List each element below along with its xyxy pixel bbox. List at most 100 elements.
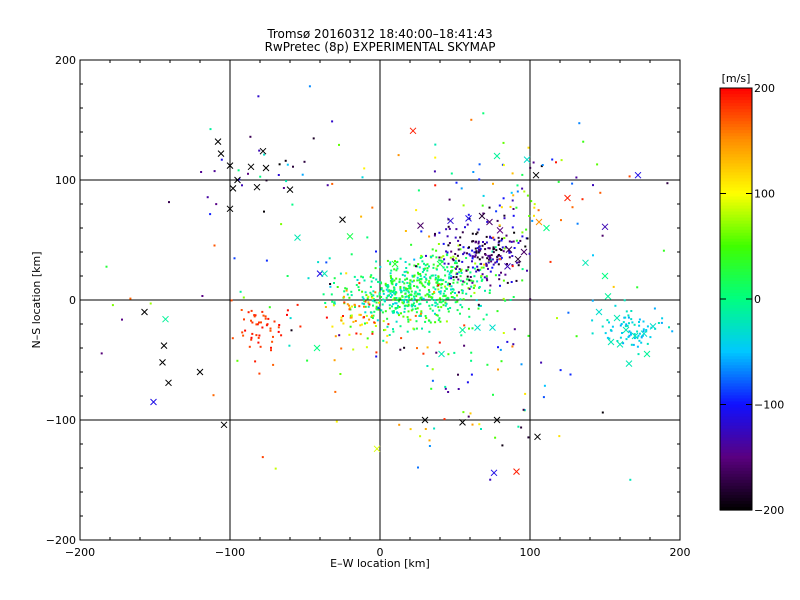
data-point-dot xyxy=(525,228,528,231)
data-point-dot xyxy=(371,296,374,299)
data-point-dot xyxy=(461,231,464,234)
data-point-dot xyxy=(487,247,490,250)
data-point-dot xyxy=(616,340,619,342)
data-point-dot xyxy=(508,240,511,243)
data-point-dot xyxy=(269,329,272,332)
data-point-dot xyxy=(377,307,380,310)
colorbar-segment xyxy=(720,425,752,430)
data-point-dot xyxy=(489,235,492,238)
data-point-dot xyxy=(468,315,471,318)
data-point-dot xyxy=(400,312,402,315)
data-point-dot xyxy=(418,293,421,296)
data-point-dot xyxy=(435,351,438,354)
data-point-dot xyxy=(382,339,385,342)
data-point-dot xyxy=(463,324,466,327)
data-point-dot xyxy=(424,428,427,430)
data-point-dot xyxy=(465,257,468,259)
data-point-dot xyxy=(502,250,505,253)
colorbar-segment xyxy=(720,455,752,460)
scatter-points xyxy=(100,85,674,481)
data-point-dot xyxy=(445,287,448,290)
data-point-dot xyxy=(369,275,372,278)
data-point-dot xyxy=(442,266,445,269)
data-point-cross xyxy=(214,138,222,145)
data-point-dot xyxy=(329,283,332,285)
data-point-dot xyxy=(471,249,474,252)
data-point-dot xyxy=(450,277,453,280)
data-point-dot xyxy=(415,300,418,303)
data-point-dot xyxy=(492,248,495,251)
data-point-dot xyxy=(471,257,474,260)
data-point-dot xyxy=(522,408,525,411)
data-point-dot xyxy=(508,251,511,254)
colorbar-segment xyxy=(720,461,752,466)
data-point-dot xyxy=(426,263,429,266)
data-point-dot xyxy=(624,325,627,328)
data-point-dot xyxy=(501,246,504,249)
x-tick-label: −200 xyxy=(65,546,95,559)
data-point-dot xyxy=(280,223,283,226)
data-point-dot xyxy=(492,182,494,185)
data-point-dot xyxy=(488,292,491,294)
colorbar-segment xyxy=(720,130,752,134)
colorbar-segment xyxy=(720,253,752,258)
data-point-dot xyxy=(421,327,423,330)
data-point-dot xyxy=(479,304,482,307)
data-point-dot xyxy=(380,287,383,290)
data-point-dot xyxy=(306,359,309,362)
data-point-dot xyxy=(662,249,665,252)
data-point-dot xyxy=(377,280,379,283)
data-point-dot xyxy=(455,276,458,279)
data-point-dot xyxy=(372,298,375,300)
data-point-dot xyxy=(503,217,506,220)
data-point-dot xyxy=(399,286,402,288)
data-point-dot xyxy=(447,307,450,310)
data-point-dot xyxy=(459,303,462,306)
colorbar-segment xyxy=(720,497,752,502)
data-point-dot xyxy=(609,329,612,332)
data-point-dot xyxy=(448,242,451,244)
colorbar-segment xyxy=(720,181,752,186)
data-point-dot xyxy=(440,283,443,286)
data-point-dot xyxy=(496,310,499,313)
data-point-dot xyxy=(571,206,574,209)
data-point-dot xyxy=(479,268,482,271)
data-point-dot xyxy=(435,249,438,252)
data-point-dot xyxy=(481,244,484,247)
data-point-dot xyxy=(409,318,412,321)
data-point-dot xyxy=(436,314,439,317)
data-point-dot xyxy=(510,191,513,194)
data-point-dot xyxy=(374,291,377,294)
data-point-dot xyxy=(463,281,466,284)
data-point-dot xyxy=(485,262,488,265)
data-point-dot xyxy=(390,280,393,283)
data-point-dot xyxy=(443,290,446,293)
data-point-dot xyxy=(625,323,628,326)
data-point-dot xyxy=(633,337,636,340)
data-point-dot xyxy=(477,307,480,310)
colorbar-segment xyxy=(720,416,752,421)
colorbar-segment xyxy=(720,226,752,231)
data-point-dot xyxy=(484,248,487,251)
data-point-dot xyxy=(488,254,491,257)
data-point-dot xyxy=(270,346,272,349)
data-point-dot xyxy=(420,277,423,280)
data-point-dot xyxy=(485,235,488,238)
data-point-dot xyxy=(371,317,374,319)
colorbar-segment xyxy=(720,431,752,436)
data-point-dot xyxy=(420,230,423,233)
data-point-dot xyxy=(640,336,643,339)
data-point-cross xyxy=(421,416,429,424)
data-point-dot xyxy=(567,311,570,314)
data-point-dot xyxy=(445,228,448,231)
data-point-dot xyxy=(454,253,457,255)
data-point-dot xyxy=(502,164,505,167)
y-tick-label: 200 xyxy=(55,54,76,67)
data-point-dot xyxy=(414,314,417,317)
data-point-dot xyxy=(333,359,336,362)
data-point-dot xyxy=(425,278,428,281)
data-point-dot xyxy=(415,209,418,212)
data-point-dot xyxy=(474,262,477,265)
data-point-dot xyxy=(456,309,459,312)
data-point-dot xyxy=(502,279,505,282)
